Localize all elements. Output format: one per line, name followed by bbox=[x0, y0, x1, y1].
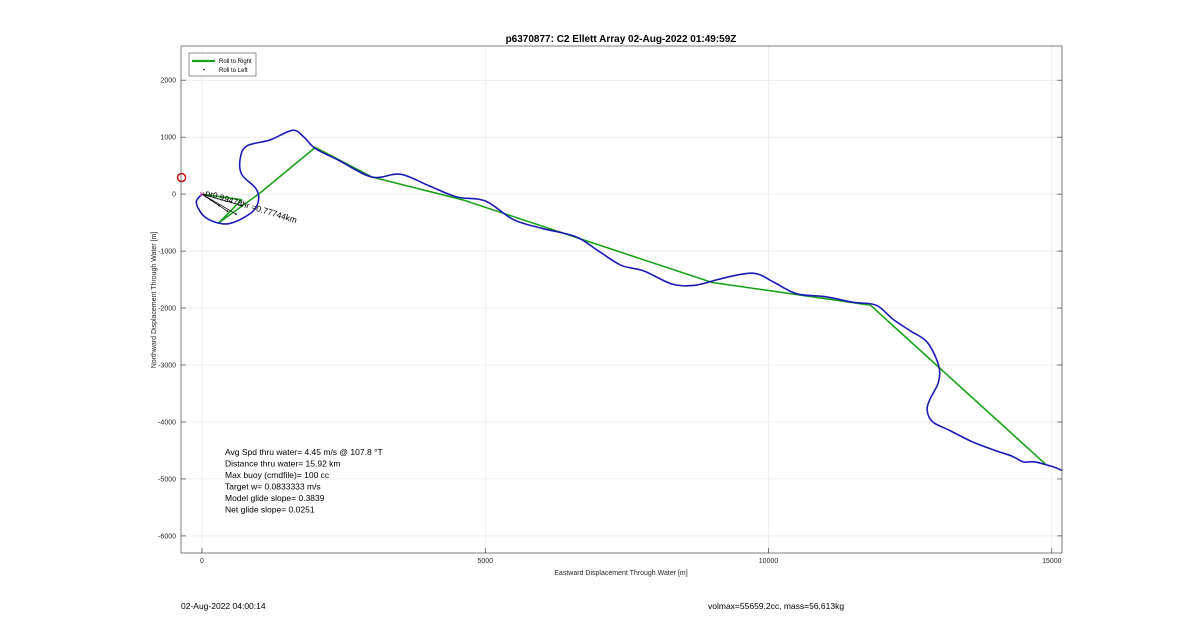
y-tick-label: 1000 bbox=[160, 135, 176, 142]
series-trajectory bbox=[195, 129, 1063, 472]
origin-marker bbox=[199, 191, 205, 197]
y-tick-label: -3000 bbox=[158, 363, 176, 370]
y-tick-label: 0 bbox=[172, 192, 176, 199]
grid bbox=[181, 46, 1062, 553]
series-roll-to-left-point bbox=[235, 213, 237, 215]
y-axis-label: Northward Displacement Through Water [m] bbox=[151, 232, 158, 369]
series-roll-to-left-segment bbox=[201, 193, 237, 215]
y-tick-label: -1000 bbox=[158, 249, 176, 256]
y-tick-label: -5000 bbox=[158, 476, 176, 483]
chart-title: p6370877: C2 Ellett Array 02-Aug-2022 01… bbox=[506, 34, 737, 45]
stats-line: Distance thru water= 15.92 km bbox=[225, 459, 341, 469]
footer-timestamp: 02-Aug-2022 04:00:14 bbox=[181, 601, 266, 611]
plot-border bbox=[180, 45, 1063, 554]
axis-ticks: 0 5000 10000 15000-6000-5000-4000-3000-2000… bbox=[158, 78, 1062, 565]
legend-box bbox=[188, 52, 257, 77]
legend-item-roll-left: Roll to Left bbox=[219, 68, 248, 74]
stats-line: Model glide slope= 0.3839 bbox=[225, 493, 325, 503]
footer-volmax-mass: volmax=55659.2cc, mass=56.613kg bbox=[708, 601, 845, 611]
red-circle-marker bbox=[176, 172, 187, 183]
x-tick-label: 10000 bbox=[759, 558, 779, 565]
legend-swatch-roll-left bbox=[203, 68, 205, 71]
series-roll-to-left-point bbox=[226, 210, 229, 213]
x-axis-label: Eastward Displacement Through Water [m] bbox=[554, 570, 687, 577]
stats-line: Net glide slope= 0.0251 bbox=[225, 505, 315, 515]
legend: Roll to Right Roll to Left bbox=[188, 52, 257, 77]
series-roll-to-left-segment bbox=[201, 193, 242, 206]
stats-line: Target w= 0.0833333 m/s bbox=[225, 482, 321, 492]
x-tick-label: 5000 bbox=[477, 558, 493, 565]
x-tick-label: 0 bbox=[200, 558, 204, 565]
x-tick-label: 15000 bbox=[1042, 558, 1062, 565]
y-tick-label: -2000 bbox=[158, 306, 176, 313]
y-tick-label: -4000 bbox=[158, 419, 176, 426]
plot-area bbox=[181, 46, 1062, 553]
y-tick-label: 2000 bbox=[160, 78, 176, 85]
stats-line: Max buoy (cmdfile)= 100 cc bbox=[225, 470, 330, 480]
stats-line: Avg Spd thru water= 4.45 m/s @ 107.8 °T bbox=[225, 447, 383, 457]
stats-block: Avg Spd thru water= 4.45 m/s @ 107.8 °T D… bbox=[225, 447, 383, 515]
y-tick-label: -6000 bbox=[158, 533, 176, 540]
legend-item-roll-right: Roll to Right bbox=[219, 59, 252, 65]
series-roll-to-left-point bbox=[240, 204, 243, 207]
